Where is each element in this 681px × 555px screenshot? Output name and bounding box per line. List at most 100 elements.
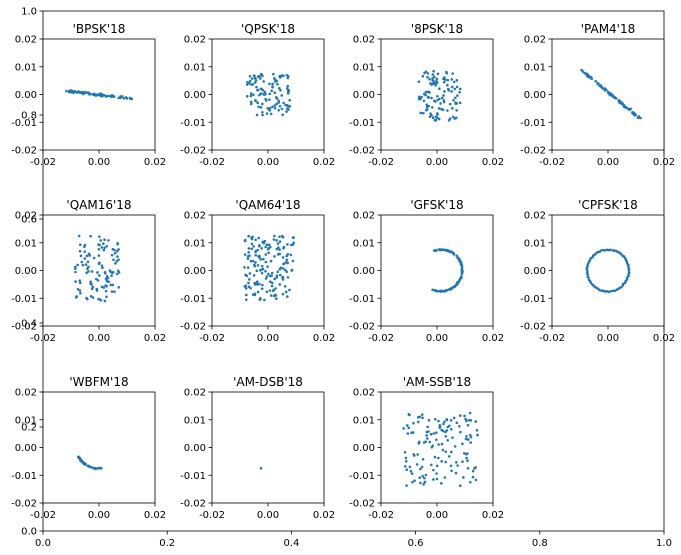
scatter-point xyxy=(438,87,441,91)
scatter-point xyxy=(273,91,277,95)
scatter-point xyxy=(437,456,440,460)
scatter-point xyxy=(460,267,464,270)
scatter-point xyxy=(289,243,293,247)
scatter-point xyxy=(422,99,426,103)
scatter-point xyxy=(117,96,121,100)
scatter-point xyxy=(81,461,85,464)
scatter-point xyxy=(248,74,252,78)
scatter-point xyxy=(277,99,281,103)
scatter-point xyxy=(456,464,459,467)
y-tick-label: 0.00 xyxy=(184,443,206,454)
x-tick-label: -0.02 xyxy=(30,510,56,521)
x-tick-label: -0.02 xyxy=(199,333,225,344)
scatter-point xyxy=(269,112,273,116)
y-tick-label: -0.01 xyxy=(349,294,375,305)
scatter-point xyxy=(454,96,457,100)
x-tick-label: -0.02 xyxy=(30,333,56,344)
scatter-point xyxy=(243,266,246,269)
scatter-point xyxy=(104,284,107,287)
scatter-point xyxy=(243,253,247,256)
y-tick-label: -0.01 xyxy=(180,118,206,129)
scatter-point xyxy=(262,241,266,245)
scatter-point xyxy=(458,414,462,417)
scatter-point xyxy=(609,92,612,95)
scatter-point xyxy=(461,442,464,446)
scatter-point xyxy=(442,290,446,293)
scatter-point xyxy=(280,94,284,97)
scatter-point xyxy=(411,431,415,434)
scatter-point xyxy=(263,239,267,243)
scatter-point xyxy=(96,271,99,274)
scatter-point xyxy=(622,105,626,108)
scatter-point xyxy=(417,95,421,99)
scatter-point xyxy=(444,450,448,453)
y-tick-label: -0.02 xyxy=(180,146,206,157)
scatter-point xyxy=(419,111,423,115)
subplot-background xyxy=(381,392,493,503)
scatter-point xyxy=(268,98,271,101)
scatter-point xyxy=(65,89,68,93)
scatter-point xyxy=(264,245,267,249)
scatter-point xyxy=(112,270,115,274)
scatter-point xyxy=(85,254,89,258)
scatter-point xyxy=(117,271,121,274)
scatter-point xyxy=(598,288,601,292)
scatter-point xyxy=(634,113,637,117)
scatter-point xyxy=(471,475,475,479)
scatter-point xyxy=(87,270,90,273)
y-tick-label: -0.01 xyxy=(349,471,375,482)
scatter-point xyxy=(451,72,454,75)
scatter-point xyxy=(427,90,430,94)
scatter-point xyxy=(81,90,85,94)
background-x-tick-label: 0.8 xyxy=(532,538,548,549)
subplot-panel: -0.02 0.00 0.02 -0.02 -0.01 0.00 0.01 0.02 'CPFS… xyxy=(520,198,675,344)
scatter-point xyxy=(269,294,273,297)
scatter-point xyxy=(88,92,92,96)
scatter-point xyxy=(435,81,439,84)
scatter-point xyxy=(466,423,470,427)
subplot-title: 'QAM64'18 xyxy=(235,198,300,212)
y-tick-label: -0.02 xyxy=(11,322,37,333)
subplot-title: 'GFSK'18 xyxy=(410,198,463,212)
y-tick-label: 0.00 xyxy=(15,443,37,454)
scatter-point xyxy=(627,107,631,111)
scatter-point xyxy=(424,90,428,94)
scatter-point xyxy=(279,266,283,270)
y-tick-label: -0.01 xyxy=(11,471,37,482)
scatter-point xyxy=(458,90,461,94)
scatter-points xyxy=(580,68,642,120)
scatter-point xyxy=(259,269,262,272)
scatter-point xyxy=(474,478,478,482)
scatter-point xyxy=(416,420,420,424)
scatter-point xyxy=(450,78,454,81)
scatter-point xyxy=(281,256,285,259)
scatter-point xyxy=(112,258,115,262)
scatter-point xyxy=(265,99,268,102)
scatter-point xyxy=(627,269,631,272)
scatter-point xyxy=(270,274,273,278)
subplot-background xyxy=(212,39,324,150)
scatter-point xyxy=(432,69,435,73)
scatter-point xyxy=(290,268,294,272)
y-tick-label: 0.02 xyxy=(184,35,206,46)
scatter-point xyxy=(103,238,106,241)
scatter-point xyxy=(465,456,468,460)
scatter-point xyxy=(271,86,274,89)
background-y-tick-label: 0.0 xyxy=(21,527,37,538)
scatter-point xyxy=(274,287,277,290)
scatter-point xyxy=(279,89,282,92)
scatter-point xyxy=(286,295,289,298)
scatter-point xyxy=(91,296,95,299)
scatter-point xyxy=(103,299,107,303)
scatter-point xyxy=(254,250,257,254)
x-tick-label: 0.00 xyxy=(257,157,279,168)
scatter-point xyxy=(416,416,420,419)
x-tick-label: 0.02 xyxy=(313,510,335,521)
scatter-point xyxy=(443,476,447,479)
scatter-point xyxy=(273,77,276,80)
scatter-point xyxy=(266,106,269,110)
scatter-point xyxy=(94,277,98,281)
y-tick-label: 0.01 xyxy=(353,238,375,249)
scatter-point xyxy=(268,289,272,292)
scatter-point xyxy=(419,97,422,101)
